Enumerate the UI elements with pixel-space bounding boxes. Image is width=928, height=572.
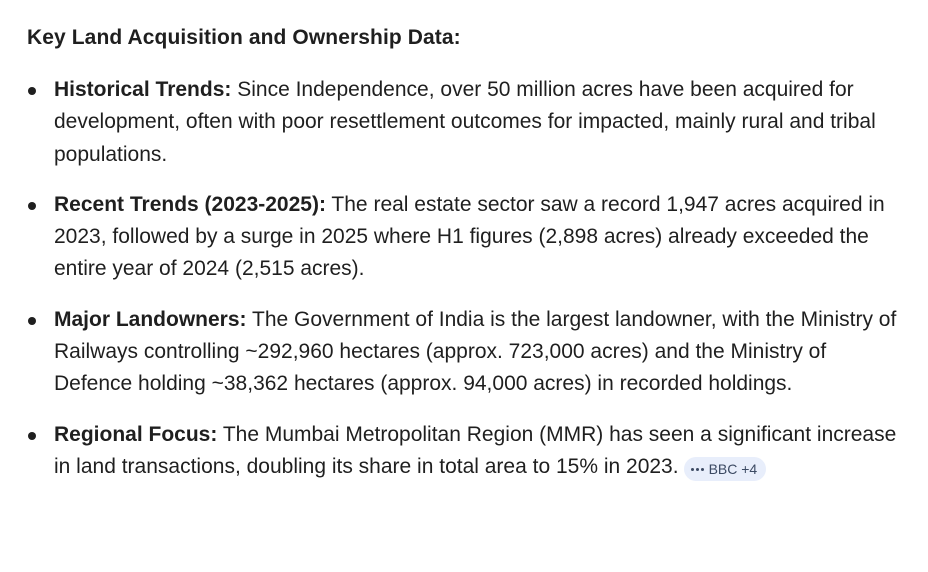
item-title: Major Landowners: [54, 307, 247, 331]
list-item-recent-trends: Recent Trends (2023-2025): The real esta… [27, 189, 899, 286]
item-title: Historical Trends: [54, 78, 232, 101]
bullet-icon [28, 316, 36, 325]
item-title: Regional Focus: [54, 422, 218, 446]
item-text: The Mumbai Metropolitan Region (MMR) has… [54, 422, 897, 478]
item-text: Since Independence, over 50 million acre… [54, 78, 876, 166]
list-item-regional-focus: Regional Focus: The Mumbai Metropolitan … [27, 419, 899, 484]
source-chip-label: BBC +4 [708, 461, 758, 478]
list-item-historical-trends: Historical Trends: Since Independence, o… [27, 74, 899, 171]
item-text: The real estate sector saw a record 1,94… [54, 192, 885, 281]
bullet-icon [28, 201, 36, 210]
section-heading: Key Land Acquisition and Ownership Data: [27, 26, 461, 49]
source-chip-button[interactable]: BBC +4 [683, 457, 767, 482]
response-content: Key Land Acquisition and Ownership Data:… [27, 26, 928, 483]
bullet-icon [28, 87, 36, 95]
item-text: The Government of India is the largest l… [54, 307, 897, 396]
list-item-major-landowners: Major Landowners: The Government of Indi… [27, 304, 899, 401]
more-dots-icon [690, 467, 704, 471]
bullet-icon [28, 431, 36, 440]
item-title: Recent Trends (2023-2025): [54, 192, 326, 216]
key-data-list: Historical Trends: Since Independence, o… [27, 74, 928, 483]
